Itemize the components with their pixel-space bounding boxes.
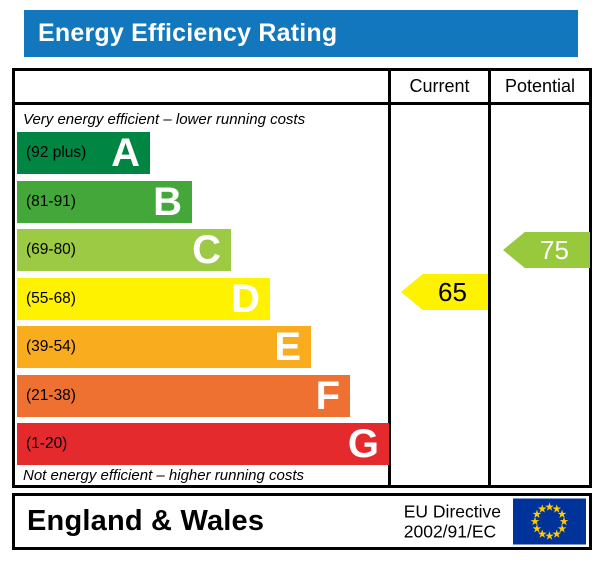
- band-row-d: (55-68) D: [17, 276, 270, 321]
- potential-rating-arrow: 75: [503, 232, 590, 268]
- band-range-label: (69-80): [26, 241, 76, 258]
- eu-directive-line2: 2002/91/EC: [403, 521, 497, 542]
- region-label: England & Wales: [27, 505, 265, 537]
- title-bar: Energy Efficiency Rating: [24, 10, 578, 57]
- band-range-label: (39-54): [26, 338, 76, 355]
- column-divider-potential: [488, 71, 491, 485]
- band-row-f: (21-38) F: [17, 373, 350, 418]
- bottom-note: Not energy efficient – higher running co…: [23, 467, 304, 484]
- potential-rating-value: 75: [540, 234, 569, 265]
- band-letter: B: [153, 179, 182, 224]
- eu-directive-line1: EU Directive: [403, 500, 501, 521]
- current-rating-value: 65: [438, 276, 467, 307]
- band-letter: E: [274, 325, 301, 369]
- page-title: Energy Efficiency Rating: [38, 19, 338, 47]
- band-letter: G: [347, 422, 379, 466]
- column-header-potential: Potential: [504, 76, 576, 96]
- band-row-c: (69-80) C: [17, 229, 231, 271]
- energy-rating-table: Current Potential Very energy efficient …: [12, 68, 592, 488]
- band-letter: F: [315, 373, 340, 418]
- band-range-label: (55-68): [26, 289, 76, 307]
- band-row-b: (81-91) B: [17, 179, 192, 224]
- band-range-label: (1-20): [26, 435, 68, 452]
- top-note: Very energy efficient – lower running co…: [23, 111, 306, 128]
- band-range-label: (81-91): [26, 192, 76, 210]
- band-row-g: (1-20) G: [17, 423, 389, 465]
- band-row-a: (92 plus) A: [17, 132, 150, 174]
- column-divider-current: [388, 71, 391, 485]
- header-divider: [15, 102, 589, 105]
- current-rating-arrow: 65: [401, 274, 488, 310]
- eu-directive-text: EU Directive 2002/91/EC: [404, 501, 501, 542]
- column-header-current: Current: [409, 76, 470, 96]
- band-letter: A: [111, 131, 140, 175]
- band-letter: C: [192, 228, 221, 272]
- band-range-label: (92 plus): [26, 144, 87, 161]
- eu-flag-icon: [513, 498, 586, 545]
- rating-bands: (92 plus) A (81-91) B (69-80) C (55-68) …: [17, 132, 389, 472]
- footer-box: England & Wales EU Directive 2002/91/EC: [12, 493, 592, 550]
- band-row-e: (39-54) E: [17, 326, 311, 368]
- band-range-label: (21-38): [26, 386, 76, 404]
- band-letter: D: [231, 276, 260, 321]
